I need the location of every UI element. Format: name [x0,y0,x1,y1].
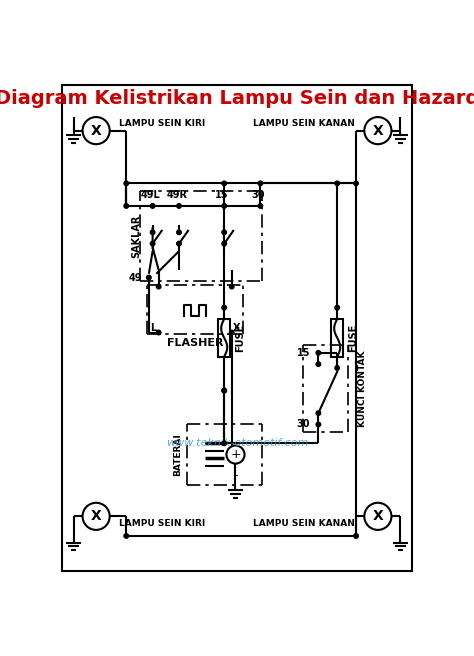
Circle shape [335,365,339,370]
Text: 49: 49 [128,272,142,283]
Text: X: X [373,509,383,523]
Text: SAKLAR: SAKLAR [131,215,141,258]
Circle shape [258,181,263,186]
Circle shape [222,241,227,246]
Circle shape [222,306,227,310]
Circle shape [258,204,263,208]
Text: L: L [150,323,156,333]
Circle shape [177,204,181,208]
Text: X: X [91,509,101,523]
Circle shape [335,306,339,310]
Circle shape [124,204,128,208]
Text: Diagram Kelistrikan Lampu Sein dan Hazard: Diagram Kelistrikan Lampu Sein dan Hazar… [0,89,474,108]
Bar [331,319,343,357]
Text: 30: 30 [251,190,265,200]
Circle shape [222,388,227,393]
Text: 30: 30 [297,419,310,430]
Circle shape [156,284,161,289]
Text: 49L: 49L [140,190,160,200]
Circle shape [150,241,155,246]
Circle shape [354,534,358,538]
Text: +: + [230,448,241,461]
Text: 49R: 49R [166,190,187,200]
Text: LAMPU SEIN KIRI: LAMPU SEIN KIRI [118,119,205,127]
Circle shape [222,204,227,208]
Circle shape [316,422,320,426]
Circle shape [156,330,161,335]
Circle shape [335,181,339,186]
Circle shape [222,230,227,235]
Circle shape [150,204,155,208]
Text: FUSE: FUSE [348,323,358,352]
Text: FLASHER: FLASHER [167,338,223,348]
Circle shape [124,534,128,538]
Text: 15: 15 [215,190,228,200]
Circle shape [124,181,128,186]
Text: BATERAI: BATERAI [173,433,182,476]
Text: LAMPU SEIN KANAN: LAMPU SEIN KANAN [254,520,356,528]
Text: X: X [233,323,241,333]
Text: LAMPU SEIN KANAN: LAMPU SEIN KANAN [254,119,356,127]
Circle shape [150,230,155,235]
Text: X: X [91,123,101,138]
Circle shape [146,276,151,279]
Bar [218,319,230,357]
Circle shape [222,181,227,186]
Circle shape [316,362,320,367]
Circle shape [222,388,227,393]
Circle shape [316,350,320,355]
Circle shape [177,230,181,235]
Text: 15: 15 [297,348,310,358]
Circle shape [222,441,227,445]
Circle shape [229,284,234,289]
Text: -: - [233,469,238,482]
Text: www.teknik-otomotif.com: www.teknik-otomotif.com [166,438,308,448]
Text: X: X [373,123,383,138]
Circle shape [229,330,234,335]
Circle shape [177,241,181,246]
Text: KUNCI KONTAK: KUNCI KONTAK [357,350,366,427]
Text: LAMPU SEIN KIRI: LAMPU SEIN KIRI [118,520,205,528]
Circle shape [354,181,358,186]
Text: FUSE: FUSE [236,323,246,352]
Circle shape [316,411,320,415]
